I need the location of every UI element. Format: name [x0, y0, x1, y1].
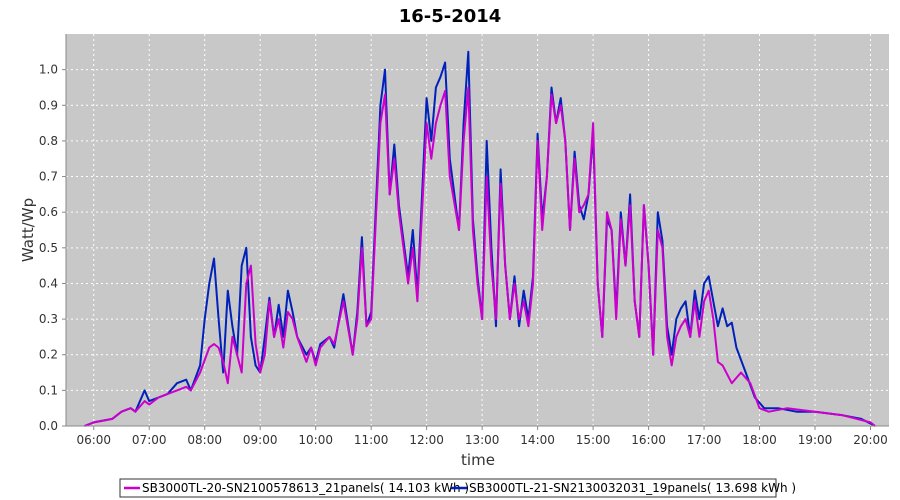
x-tick-label: 14:00 [520, 433, 555, 447]
x-tick-label: 13:00 [465, 433, 500, 447]
x-axis-ticks: 06:00 07:00 08:00 09:00 10:00 11:00 12:00 13:00… [76, 426, 888, 447]
grid-lines [66, 34, 889, 427]
x-tick-label: 18:00 [742, 433, 777, 447]
x-tick-label: 08:00 [187, 433, 222, 447]
plot-area [66, 34, 889, 426]
x-tick-label: 19:00 [798, 433, 833, 447]
y-tick-label: 0.1 [39, 383, 58, 397]
y-tick-label: 0.0 [39, 419, 58, 433]
x-axis-label: time [461, 451, 495, 469]
x-tick-label: 07:00 [132, 433, 167, 447]
y-tick-label: 0.8 [39, 134, 58, 148]
x-tick-label: 20:00 [853, 433, 888, 447]
chart-title: 16-5-2014 [399, 6, 502, 27]
series-layer [84, 50, 876, 427]
y-tick-label: 0.2 [39, 348, 58, 362]
legend-label-series-2: SB3000TL-21-SN2130032031_19panels( 13.69… [469, 481, 796, 495]
x-tick-label: 10:00 [298, 433, 333, 447]
y-tick-label: 0.7 [39, 170, 58, 184]
legend: SB3000TL-20-SN2100578613_21panels( 14.10… [119, 478, 796, 498]
x-tick-label: 11:00 [354, 433, 389, 447]
y-axis-label: Watt/Wp [19, 198, 37, 262]
x-tick-label: 09:00 [243, 433, 278, 447]
y-tick-label: 1.0 [39, 63, 58, 77]
y-tick-label: 0.5 [39, 241, 58, 255]
series-line-1 [84, 86, 876, 427]
y-tick-label: 0.3 [39, 312, 58, 326]
legend-label-series-1: SB3000TL-20-SN2100578613_21panels( 14.10… [142, 481, 469, 495]
y-tick-label: 0.4 [39, 276, 58, 290]
legend-box [119, 478, 777, 498]
y-tick-label: 0.9 [39, 98, 58, 112]
y-tick-label: 0.6 [39, 205, 58, 219]
x-tick-label: 06:00 [76, 433, 111, 447]
x-tick-label: 16:00 [631, 433, 666, 447]
x-tick-label: 15:00 [576, 433, 611, 447]
x-tick-label: 17:00 [687, 433, 722, 447]
y-axis-ticks: 0.0 0.1 0.2 0.3 0.4 0.5 0.6 0.7 0.8 0.9 1.0 [39, 63, 66, 433]
x-tick-label: 12:00 [409, 433, 444, 447]
